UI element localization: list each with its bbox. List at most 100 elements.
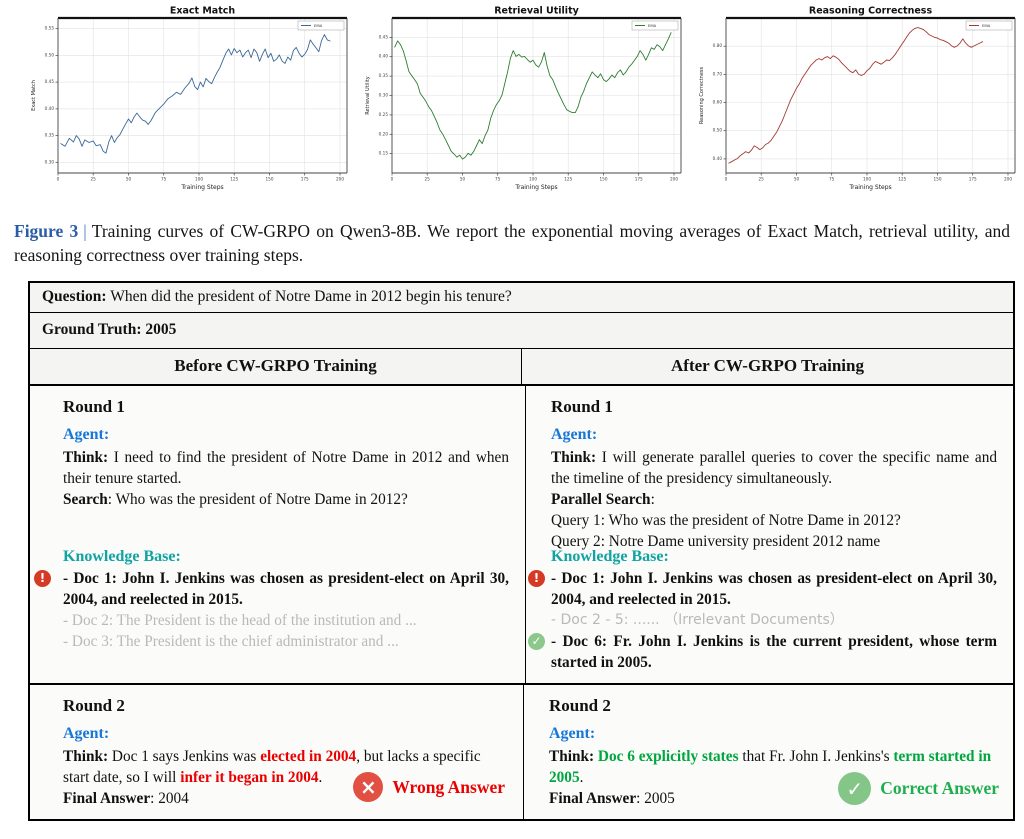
svg-text:175: 175 <box>969 177 977 182</box>
before-round1-cell: Round 1 Agent: Think: I need to find the… <box>30 386 526 683</box>
svg-text:0.25: 0.25 <box>379 112 389 117</box>
before-round2-think: Think: Doc 1 says Jenkins was elected in… <box>63 748 481 786</box>
svg-text:0.40: 0.40 <box>379 54 389 59</box>
svg-text:0.40: 0.40 <box>45 106 55 111</box>
svg-text:0.30: 0.30 <box>45 159 55 164</box>
figure3-separator: | <box>83 221 87 241</box>
after-docs-2-5: - Doc 2 - 5: ...... （Irrelevant Document… <box>551 612 844 628</box>
svg-text:Training Steps: Training Steps <box>514 184 557 191</box>
svg-text:0.35: 0.35 <box>45 133 55 138</box>
svg-text:75: 75 <box>495 177 501 182</box>
after-round2-title: Round 2 <box>549 696 611 715</box>
svg-text:Training Steps: Training Steps <box>848 184 891 191</box>
figure3-charts: 0 25 50 75 100 125 150 175 200 0.30 0.35 0.40 0.45 0.… <box>0 0 1024 204</box>
svg-text:75: 75 <box>161 177 167 182</box>
after-round1-title: Round 1 <box>551 397 613 416</box>
svg-text:0.30: 0.30 <box>379 93 389 98</box>
svg-text:0.20: 0.20 <box>379 131 389 136</box>
ground-truth-text: Ground Truth: 2005 <box>42 321 177 338</box>
before-doc3: - Doc 3: The President is the chief admi… <box>63 633 399 650</box>
svg-text:EMA: EMA <box>314 23 323 28</box>
after-kb-label: Knowledge Base: <box>551 548 669 565</box>
question-row: Question: When did the president of Notr… <box>30 283 1013 313</box>
after-query2: Query 2: Notre Dame university president… <box>551 533 881 550</box>
svg-text:25: 25 <box>759 177 765 182</box>
svg-text:0.15: 0.15 <box>379 151 389 156</box>
cross-icon: × <box>353 772 384 802</box>
question-text: When did the president of Notre Dame in … <box>106 288 512 305</box>
svg-text:100: 100 <box>529 177 537 182</box>
after-parallel-search-line: Parallel Search: <box>551 491 655 508</box>
question-label: Question: <box>42 288 107 305</box>
svg-text:Exact Match: Exact Match <box>170 6 236 17</box>
svg-text:Retrieval Utility: Retrieval Utility <box>365 76 371 115</box>
after-round2-think: Think: Doc 6 explicitly states that Fr. … <box>549 748 992 786</box>
before-kb-label: Knowledge Base: <box>63 548 181 565</box>
reasoning-correctness-chart: 0 25 50 75 100 125 150 175 200 0.40 0.50 0.60 0.70 0.… <box>696 4 1022 204</box>
svg-text:200: 200 <box>336 177 344 182</box>
svg-text:0.40: 0.40 <box>713 156 723 161</box>
svg-text:125: 125 <box>230 177 238 182</box>
after-think-paragraph: Think: I will generate parallel queries … <box>551 449 997 487</box>
before-agent-label: Agent: <box>63 426 110 443</box>
after-training-header: After CW-GRPO Training <box>671 356 864 375</box>
correct-answer-badge: ✓ Correct Answer <box>838 772 999 805</box>
after-final-answer: Final Answer: 2005 <box>549 790 675 807</box>
round1-row: Round 1 Agent: Think: I need to find the… <box>30 386 1013 685</box>
svg-text:150: 150 <box>600 177 608 182</box>
svg-text:100: 100 <box>195 177 203 182</box>
svg-text:150: 150 <box>934 177 942 182</box>
svg-text:0: 0 <box>725 177 728 182</box>
figure3-caption-text: Training curves of CW-GRPO on Qwen3-8B. … <box>14 221 1010 265</box>
before-doc1: ! - Doc 1: John I. Jenkins was chosen as … <box>34 568 509 610</box>
before-round2-cell: Round 2 Agent: Think: Doc 1 says Jenkins… <box>30 685 524 819</box>
wrong-answer-text: Wrong Answer <box>392 776 505 797</box>
svg-text:0.45: 0.45 <box>379 34 389 39</box>
after-round2-cell: Round 2 Agent: Think: Doc 6 explicitly s… <box>524 685 1013 819</box>
svg-text:0.35: 0.35 <box>379 73 389 78</box>
wrong-answer-badge: × Wrong Answer <box>353 772 505 802</box>
svg-text:0.45: 0.45 <box>45 79 55 84</box>
svg-text:175: 175 <box>635 177 643 182</box>
after-query1: Query 1: Who was the president of Notre … <box>551 512 901 529</box>
after-round1-cell: Round 1 Agent: Think: I will generate pa… <box>526 386 1013 683</box>
exact-match-chart: 0 25 50 75 100 125 150 175 200 0.30 0.35 0.40 0.45 0.… <box>28 4 354 204</box>
svg-text:150: 150 <box>266 177 274 182</box>
svg-text:125: 125 <box>564 177 572 182</box>
svg-text:125: 125 <box>898 177 906 182</box>
svg-text:200: 200 <box>670 177 678 182</box>
retrieval-utility-chart: 0 25 50 75 100 125 150 175 200 0.15 0.20 0.25 0.30 0.… <box>362 4 688 204</box>
ground-truth-row: Ground Truth: 2005 <box>30 313 1013 349</box>
svg-text:0.80: 0.80 <box>713 43 723 48</box>
after-doc6: ✓ - Doc 6: Fr. John I. Jenkins is the cur… <box>528 631 997 673</box>
figure3-label: Figure 3 <box>14 221 79 241</box>
before-think-paragraph: Think: I need to find the president of N… <box>63 449 509 487</box>
after-round2-agent-label: Agent: <box>549 725 596 742</box>
svg-text:EMA: EMA <box>982 23 991 28</box>
before-round1-title: Round 1 <box>63 397 125 416</box>
svg-text:Reasoning Correctness: Reasoning Correctness <box>809 6 933 17</box>
case-study-table: Question: When did the president of Notr… <box>28 281 1015 821</box>
warning-icon: ! <box>528 570 545 587</box>
before-search-line: Search: Who was the president of Notre D… <box>63 491 408 508</box>
svg-text:0.60: 0.60 <box>713 100 723 105</box>
svg-text:50: 50 <box>794 177 800 182</box>
svg-text:25: 25 <box>425 177 431 182</box>
column-header-row: Before CW-GRPO Training After CW-GRPO Tr… <box>30 349 1013 386</box>
svg-text:25: 25 <box>91 177 97 182</box>
svg-text:0.70: 0.70 <box>713 71 723 76</box>
check-icon: ✓ <box>528 633 545 650</box>
svg-text:0: 0 <box>57 177 60 182</box>
svg-text:50: 50 <box>460 177 466 182</box>
before-training-header: Before CW-GRPO Training <box>30 349 522 384</box>
svg-text:0.50: 0.50 <box>713 128 723 133</box>
check-icon: ✓ <box>838 772 872 805</box>
svg-text:0: 0 <box>391 177 394 182</box>
warning-icon: ! <box>34 570 51 587</box>
svg-text:175: 175 <box>301 177 309 182</box>
before-round2-title: Round 2 <box>63 696 125 715</box>
after-doc1: ! - Doc 1: John I. Jenkins was chosen as … <box>528 568 997 610</box>
before-round2-agent-label: Agent: <box>63 725 110 742</box>
figure3-caption: Figure 3 | Training curves of CW-GRPO on Q… <box>14 220 1010 267</box>
